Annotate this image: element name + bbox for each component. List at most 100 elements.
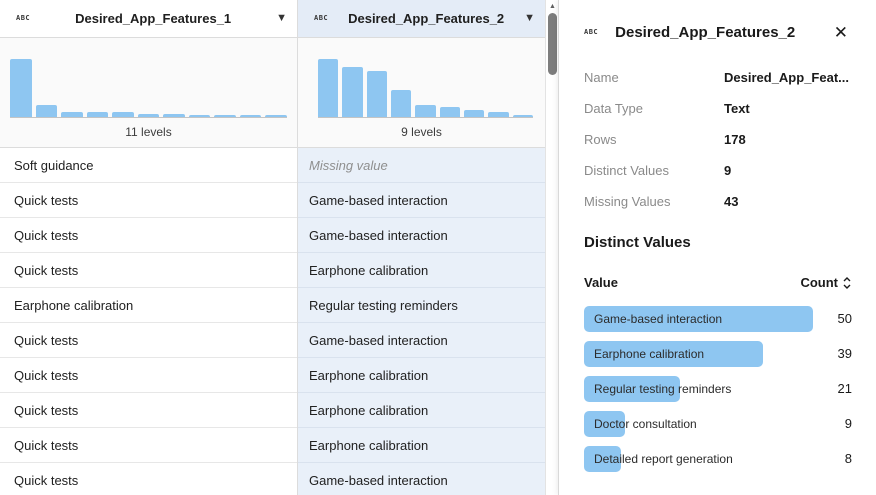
value-label: Regular testing reminders: [594, 381, 732, 396]
distinct-value-row[interactable]: Detailed report generation 8: [584, 441, 852, 476]
histogram-bar[interactable]: [214, 115, 236, 117]
panel-title: Desired_App_Features_2: [615, 23, 796, 41]
scrollbar-thumb[interactable]: [548, 13, 557, 75]
table-cell[interactable]: Quick tests: [0, 463, 297, 495]
property-label: Distinct Values: [584, 163, 670, 178]
scroll-up-arrow-icon[interactable]: ▲: [549, 3, 556, 10]
histogram-bar[interactable]: [163, 114, 185, 117]
table-cell[interactable]: Quick tests: [0, 323, 297, 358]
table-cell[interactable]: Quick tests: [0, 428, 297, 463]
histogram-bar[interactable]: [137, 114, 160, 117]
property-value: 178: [724, 132, 746, 147]
table-cell[interactable]: Game-based interaction: [298, 323, 545, 358]
table-cell[interactable]: Earphone calibration: [298, 393, 545, 428]
histogram-bar[interactable]: [112, 112, 134, 117]
table-cell[interactable]: Earphone calibration: [298, 358, 545, 393]
column-2-histogram: [318, 46, 533, 118]
table-cell[interactable]: Quick tests: [0, 358, 297, 393]
value-bar[interactable]: [584, 445, 621, 472]
histogram-bar[interactable]: [188, 115, 211, 117]
field-properties: Name Desired_App_Feat... Data Type Text …: [584, 62, 852, 217]
distinct-value-row[interactable]: Regular testing reminders 21: [584, 371, 852, 406]
column-1-histogram: [10, 46, 288, 118]
value-count: 8: [844, 451, 852, 466]
property-row: Name Desired_App_Feat...: [584, 62, 852, 93]
table-cell[interactable]: Game-based interaction: [298, 463, 545, 495]
column-1-title: Desired_App_Features_1: [75, 11, 232, 26]
text-type-icon: ABC: [314, 14, 329, 22]
column-1-histogram-section: 11 levels: [0, 38, 297, 148]
table-cell[interactable]: Earphone calibration: [298, 428, 545, 463]
column-2-title: Desired_App_Features_2: [348, 11, 505, 26]
table-cell[interactable]: Quick tests: [0, 393, 297, 428]
histogram-bar[interactable]: [265, 115, 288, 117]
table-cell[interactable]: Earphone calibration: [298, 253, 545, 288]
column-desired-app-features-2: ABC Desired_App_Features_2 ▼ 9 levels Mi…: [297, 0, 545, 495]
column-2-histogram-section: 9 levels: [298, 38, 545, 148]
bar-track: Earphone calibration: [584, 340, 814, 367]
sort-icon[interactable]: [842, 276, 852, 290]
table-cell[interactable]: Soft guidance: [0, 148, 297, 183]
histogram-bar[interactable]: [415, 105, 436, 117]
histogram-bar[interactable]: [10, 59, 32, 117]
table-cell[interactable]: Missing value: [298, 148, 545, 183]
property-label: Missing Values: [584, 194, 671, 209]
column-2-header[interactable]: ABC Desired_App_Features_2 ▼: [298, 0, 545, 38]
column-2-rows: Missing value Game-based interaction Gam…: [298, 148, 545, 495]
histogram-bar[interactable]: [86, 112, 109, 117]
chevron-down-icon[interactable]: ▼: [276, 12, 287, 24]
value-column-header: Value: [584, 275, 618, 290]
table-cell[interactable]: Quick tests: [0, 218, 297, 253]
property-row: Data Type Text: [584, 93, 852, 124]
distinct-values-list: Game-based interaction 50 Earphone calib…: [584, 301, 852, 476]
table-cell[interactable]: Quick tests: [0, 253, 297, 288]
histogram-bar[interactable]: [342, 67, 363, 117]
value-label: Doctor consultation: [594, 416, 697, 431]
close-icon[interactable]: ✕: [833, 22, 848, 42]
property-row: Distinct Values 9: [584, 155, 852, 186]
value-label: Earphone calibration: [594, 346, 705, 361]
distinct-value-row[interactable]: Game-based interaction 50: [584, 301, 852, 336]
histogram-bar[interactable]: [463, 110, 485, 117]
column-desired-app-features-1: ABC Desired_App_Features_1 ▼ 11 levels S…: [0, 0, 297, 495]
value-count: 39: [837, 346, 852, 361]
value-label: Detailed report generation: [594, 451, 733, 466]
table-cell[interactable]: Quick tests: [0, 183, 297, 218]
text-type-icon: ABC: [584, 27, 599, 36]
bar-track: Regular testing reminders: [584, 375, 814, 402]
distinct-value-row[interactable]: Doctor consultation 9: [584, 406, 852, 441]
histogram-bar[interactable]: [239, 115, 262, 117]
histogram-bar[interactable]: [439, 107, 460, 117]
histogram-bar[interactable]: [488, 112, 509, 117]
count-column-header[interactable]: Count: [800, 275, 838, 290]
value-count: 50: [837, 311, 852, 326]
vertical-scrollbar[interactable]: ▲: [545, 0, 558, 495]
histogram-bar[interactable]: [366, 71, 387, 117]
histogram-bar[interactable]: [35, 105, 58, 117]
value-bar[interactable]: [584, 340, 763, 367]
property-label: Data Type: [584, 101, 644, 116]
text-type-icon: ABC: [16, 14, 31, 22]
table-cell[interactable]: Earphone calibration: [0, 288, 297, 323]
value-label: Game-based interaction: [594, 311, 723, 326]
property-value[interactable]: Text: [724, 101, 750, 116]
value-bar[interactable]: [584, 375, 680, 402]
value-bar[interactable]: [584, 305, 813, 332]
value-count: 21: [837, 381, 852, 396]
distinct-value-row[interactable]: Earphone calibration 39: [584, 336, 852, 371]
field-detail-panel: ABC Desired_App_Features_2 ✕ Name Desire…: [558, 0, 876, 495]
histogram-bar[interactable]: [318, 59, 339, 117]
panel-header: ABC Desired_App_Features_2 ✕: [584, 18, 852, 46]
histogram-bar[interactable]: [512, 115, 533, 117]
table-cell[interactable]: Game-based interaction: [298, 218, 545, 253]
property-label: Rows: [584, 132, 617, 147]
chevron-down-icon[interactable]: ▼: [524, 12, 535, 24]
table-cell[interactable]: Regular testing reminders: [298, 288, 545, 323]
table-cell[interactable]: Game-based interaction: [298, 183, 545, 218]
column-1-header[interactable]: ABC Desired_App_Features_1 ▼: [0, 0, 297, 38]
value-bar[interactable]: [584, 410, 625, 437]
histogram-bar[interactable]: [61, 112, 83, 117]
property-row: Rows 178: [584, 124, 852, 155]
property-value[interactable]: Desired_App_Feat...: [724, 70, 849, 85]
histogram-bar[interactable]: [390, 90, 412, 117]
